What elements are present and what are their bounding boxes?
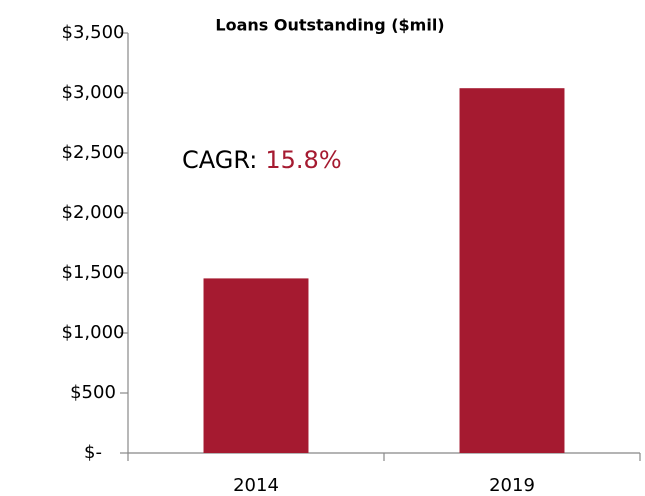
y-tick-label: $2,500 [62,142,125,163]
y-tick-label: $3,500 [62,22,125,43]
y-tick-label: $- [84,442,102,463]
annotation-value: 15.8% [265,146,341,174]
chart-title: Loans Outstanding ($mil) [215,16,444,35]
y-tick-label: $500 [70,382,116,403]
bar [203,278,309,453]
bar [459,88,565,453]
y-tick-label: $1,500 [62,262,125,283]
y-tick-label: $2,000 [62,202,125,223]
y-tick-label: $1,000 [62,322,125,343]
y-tick-label: $3,000 [62,82,125,103]
x-tick-label: 2019 [489,475,535,496]
annotation-label: CAGR: [182,146,257,174]
annotation: CAGR: 15.8% [182,146,342,174]
x-tick-label: 2014 [233,475,279,496]
